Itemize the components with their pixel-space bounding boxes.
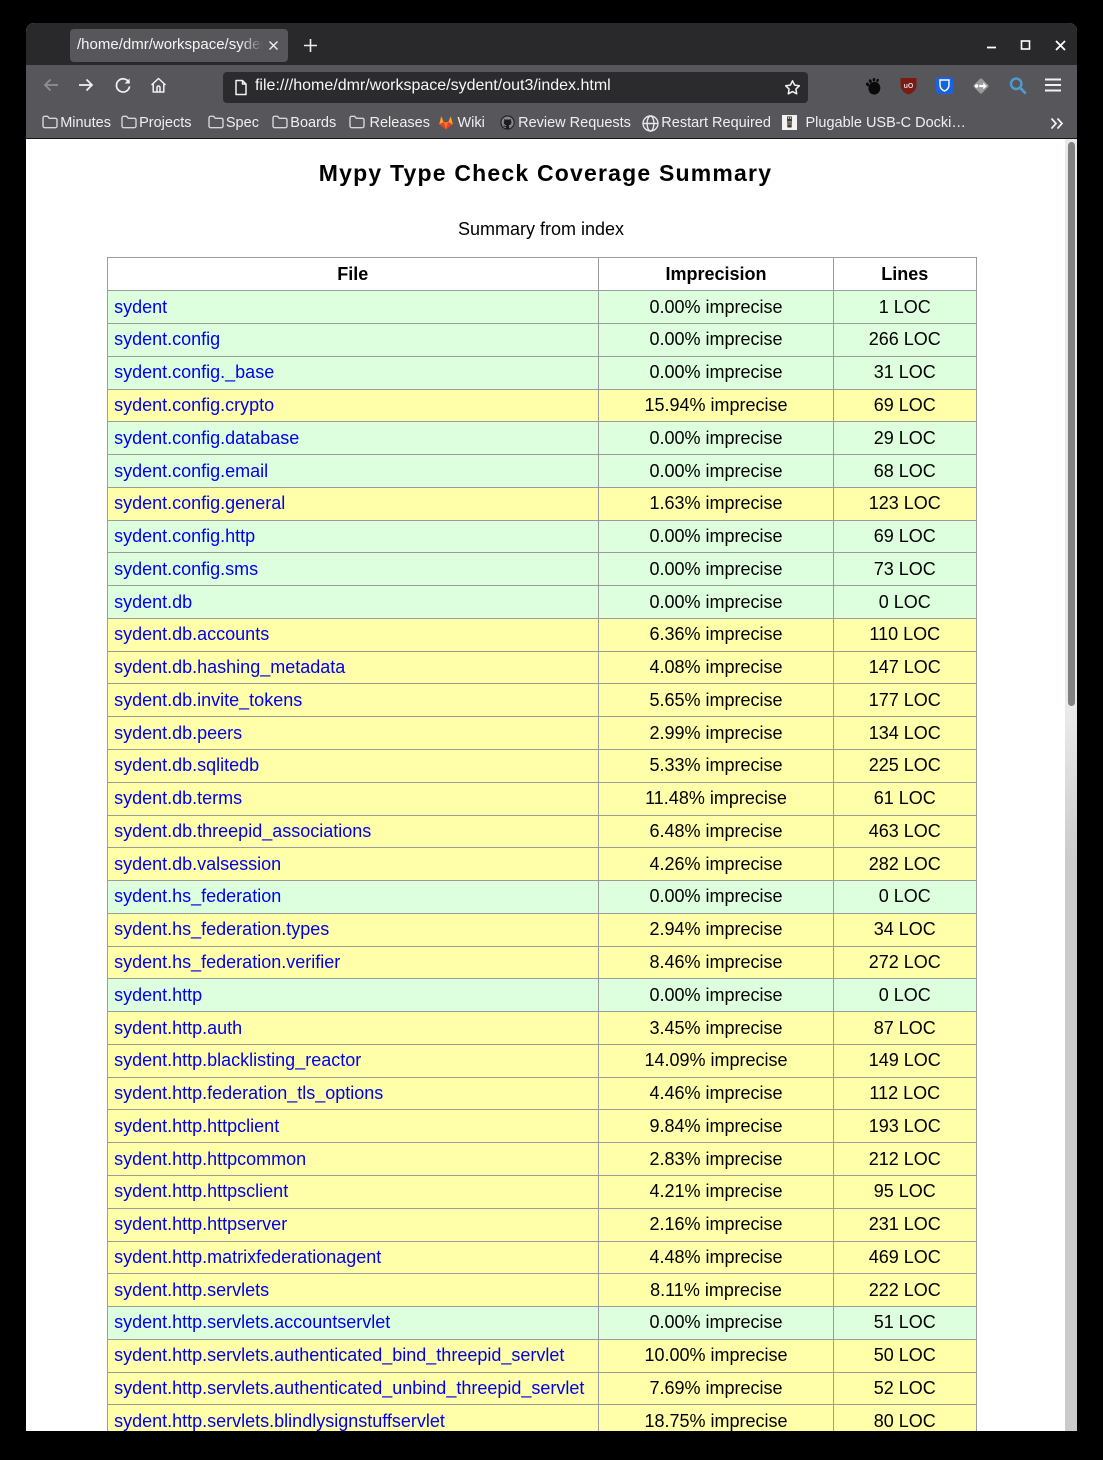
svg-text:uO: uO <box>904 83 914 90</box>
